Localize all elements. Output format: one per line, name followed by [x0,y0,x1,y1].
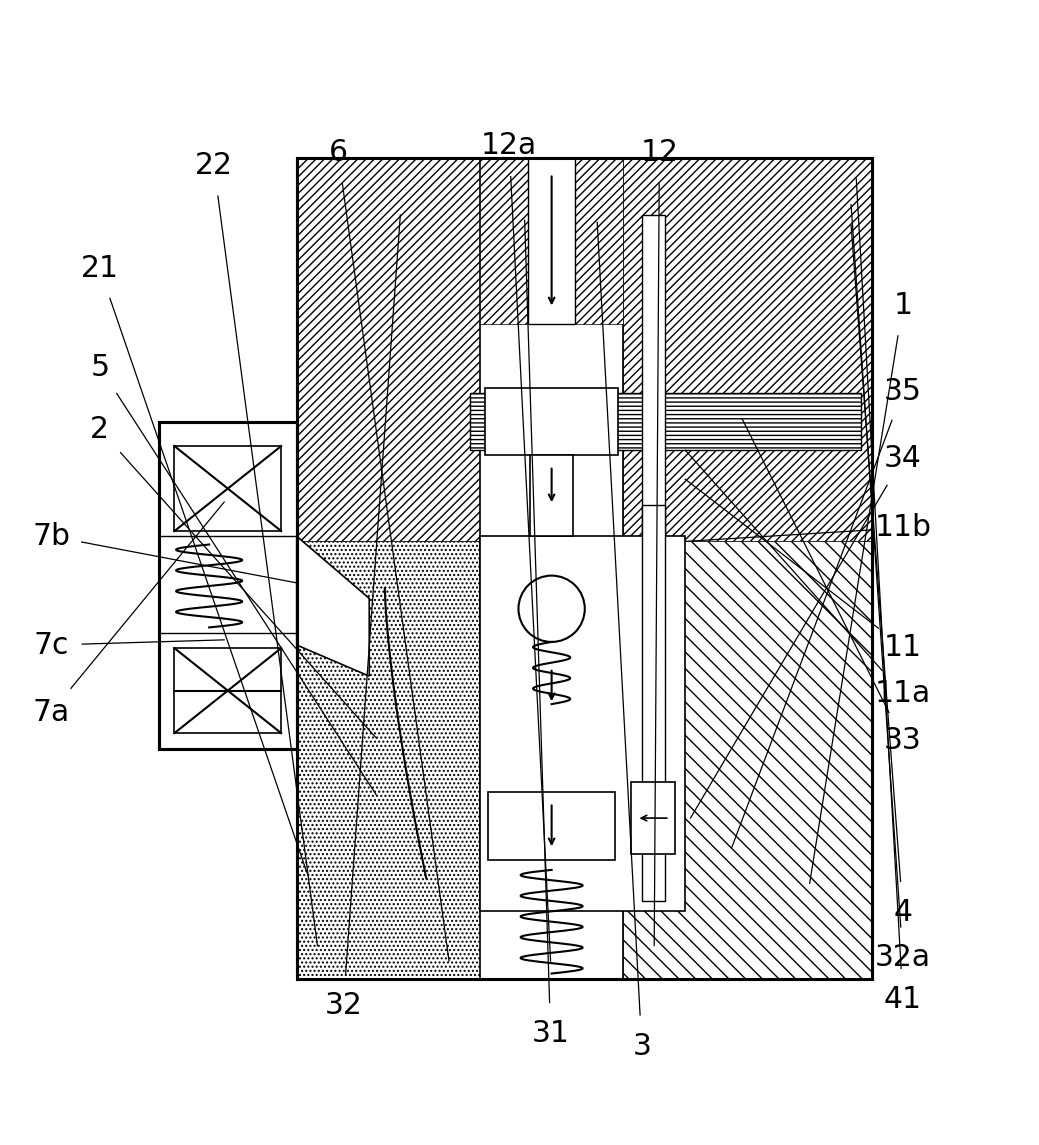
Text: 11b: 11b [875,513,931,543]
Bar [175,447,282,531]
Text: 22: 22 [195,151,233,180]
Bar [632,782,675,854]
Text: 41: 41 [884,985,922,1014]
Text: 34: 34 [884,444,922,473]
Circle shape [518,576,585,642]
Bar [642,505,665,901]
Text: 2: 2 [90,414,109,444]
Text: 6: 6 [328,139,348,167]
Bar [480,536,686,911]
Polygon shape [470,393,861,450]
Polygon shape [480,158,528,324]
Bar [297,158,872,979]
Text: 35: 35 [884,377,922,405]
Text: 21: 21 [81,254,118,283]
Text: 7b: 7b [32,522,70,551]
Bar [159,423,297,749]
Text: 4: 4 [894,898,912,927]
Bar [528,158,575,324]
Text: 12a: 12a [481,131,537,160]
Text: 3: 3 [633,1032,651,1060]
Polygon shape [623,158,872,542]
Polygon shape [297,536,369,676]
Text: 7c: 7c [33,631,69,660]
Text: 1: 1 [894,291,912,319]
Bar [297,158,872,979]
Text: 11: 11 [884,632,922,662]
Text: 31: 31 [532,1019,569,1048]
Polygon shape [297,542,480,979]
Text: 11a: 11a [875,679,931,709]
Text: 7a: 7a [32,698,70,727]
Text: 12: 12 [640,139,678,167]
Bar [488,792,615,860]
Polygon shape [623,542,872,979]
Bar [642,215,665,536]
Bar [159,423,297,749]
Polygon shape [297,158,480,542]
Text: 5: 5 [90,353,109,381]
Text: 32a: 32a [875,943,931,972]
Bar [485,388,618,456]
Polygon shape [575,158,623,324]
Bar [480,158,623,979]
Text: 32: 32 [324,992,363,1020]
Bar [175,648,282,733]
Text: 33: 33 [884,726,922,755]
Bar [530,456,572,536]
